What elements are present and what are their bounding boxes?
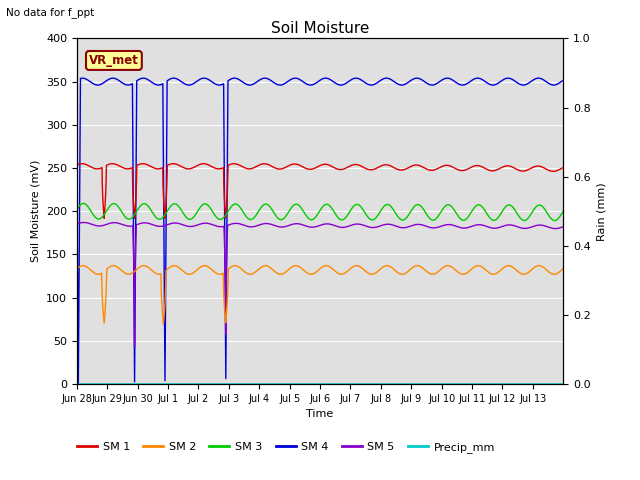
Text: No data for f_ppt: No data for f_ppt [6,7,95,18]
Title: Soil Moisture: Soil Moisture [271,21,369,36]
Legend: SM 1, SM 2, SM 3, SM 4, SM 5, Precip_mm: SM 1, SM 2, SM 3, SM 4, SM 5, Precip_mm [72,438,499,458]
Y-axis label: Soil Moisture (mV): Soil Moisture (mV) [30,160,40,263]
X-axis label: Time: Time [307,409,333,419]
Y-axis label: Rain (mm): Rain (mm) [596,182,606,240]
Text: VR_met: VR_met [89,54,139,67]
